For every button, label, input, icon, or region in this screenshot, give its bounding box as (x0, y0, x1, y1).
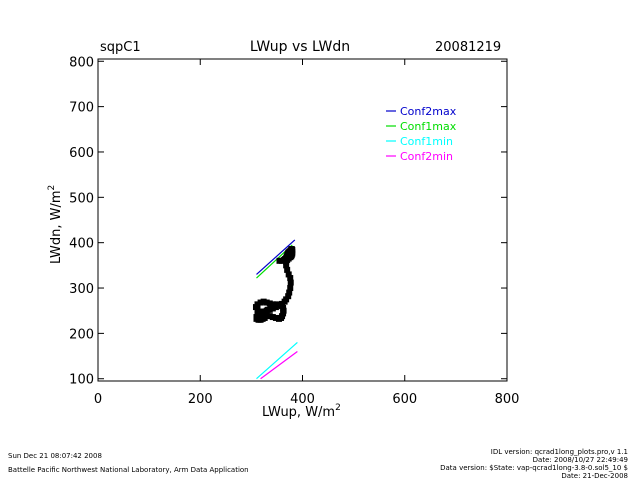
data-point (272, 314, 279, 321)
date-label: 20081219 (435, 40, 501, 55)
series-line-conf2min (260, 351, 298, 380)
data-point (287, 275, 294, 282)
legend-label: Conf1min (400, 135, 453, 148)
data-point (285, 293, 292, 300)
data-point (287, 279, 294, 286)
data-point (283, 262, 290, 269)
data-point (254, 306, 261, 313)
y-tick-label: 700 (69, 101, 94, 116)
footer-code-date: Date: 2008/10/27 22:49:49 (532, 456, 628, 464)
data-point (270, 302, 277, 309)
x-axis-label: LWup, W/m2 (262, 403, 341, 420)
data-point (287, 285, 294, 292)
series-line-conf2max (256, 239, 296, 275)
x-axis-label-text: LWup, W/m (262, 405, 335, 420)
data-point (266, 313, 273, 320)
data-point (285, 271, 292, 278)
x-axis: 0 200 400 600 800 (94, 59, 520, 407)
data-point (277, 302, 284, 309)
y-axis-label-exponent: 2 (47, 185, 57, 191)
x-tick-label: 200 (188, 392, 213, 407)
y-tick-label: 500 (69, 191, 94, 206)
data-point (283, 296, 290, 303)
data-point (267, 304, 274, 311)
series-points (252, 246, 296, 323)
legend-label: Conf2max (400, 105, 457, 118)
x-tick-label: 600 (392, 392, 417, 407)
footer-idl-version: IDL version: qcrad1long_plots.pro,v 1.1 (490, 448, 628, 456)
y-tick-label: 600 (69, 146, 94, 161)
data-point (266, 300, 273, 307)
y-axis-label-text: LWdn, W/m (49, 190, 64, 264)
data-point (260, 298, 267, 305)
series-line-conf1min (256, 342, 298, 380)
data-point (273, 301, 280, 308)
data-point (261, 314, 268, 321)
y-tick-label: 200 (69, 327, 94, 342)
x-tick-label: 0 (94, 392, 102, 407)
y-axis-label: LWdn, W/m2 (47, 185, 64, 264)
footer-data-date: Date: 21-Dec-2008 (561, 472, 628, 480)
footer-lab: Battelle Pacific Northwest National Labo… (8, 466, 249, 474)
data-point (258, 310, 265, 317)
x-tick-label: 400 (290, 392, 315, 407)
data-point (263, 299, 270, 306)
site-label: sqpC1 (100, 40, 141, 55)
data-point (286, 289, 293, 296)
y-axis: 100 200 300 400 500 600 700 800 (69, 55, 507, 388)
data-point (261, 308, 268, 315)
data-point (276, 257, 283, 264)
x-axis-label-exponent: 2 (335, 403, 341, 413)
data-point (264, 306, 271, 313)
legend-label: Conf1max (400, 120, 457, 133)
y-tick-label: 400 (69, 237, 94, 252)
legend-label: Conf2min (400, 150, 453, 163)
data-point (269, 314, 276, 321)
data-point (284, 266, 291, 273)
footer-data-version: Data version: $State: vap-qcrad1long-3.8… (440, 464, 628, 472)
y-tick-label: 800 (69, 55, 94, 70)
y-tick-label: 300 (69, 282, 94, 297)
chart-title: LWup vs LWdn (250, 39, 350, 55)
footer-timestamp: Sun Dec 21 08:07:42 2008 (8, 452, 102, 460)
data-point (257, 299, 264, 306)
y-tick-label: 100 (69, 373, 94, 388)
legend: Conf2max Conf1max Conf1min Conf2min (386, 105, 457, 163)
x-tick-label: 800 (495, 392, 520, 407)
